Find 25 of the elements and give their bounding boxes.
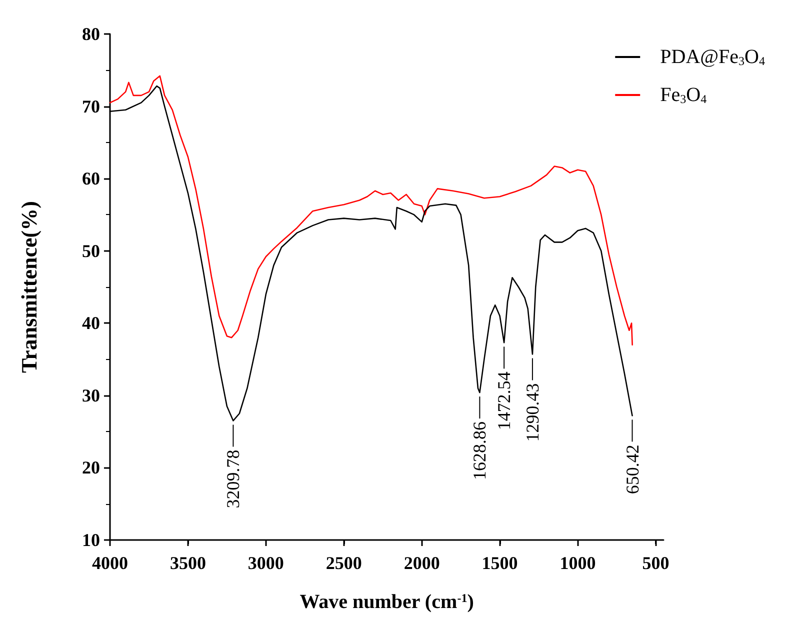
legend-label: PDA@Fe3O4 [660, 46, 765, 68]
annotation: 1628.86 [470, 422, 490, 480]
line-series [109, 75, 633, 346]
x-tick-label: 1500 [482, 553, 518, 573]
x-tick-label: 500 [642, 553, 670, 573]
annotation: 650.42 [622, 444, 642, 494]
annotation: 3209.78 [223, 450, 244, 508]
y-tick-label: 50 [82, 240, 100, 261]
y-axis-title: Transmittence(%) [16, 201, 42, 373]
x-tick-label: 1000 [560, 553, 596, 573]
x-tick-label: 4000 [92, 553, 128, 573]
x-tick-label: 2000 [404, 553, 440, 573]
y-tick-label: 40 [82, 313, 100, 334]
legend-label: Fe3O4 [660, 84, 707, 106]
y-tick-label: 10 [82, 530, 100, 550]
y-tick-label: 60 [82, 168, 100, 189]
annotation: 1290.43 [522, 383, 542, 442]
x-tick-label: 3000 [248, 553, 284, 573]
y-tick-label: 30 [82, 385, 100, 406]
y-tick-label: 80 [82, 24, 100, 44]
x-tick-label: 2500 [326, 553, 362, 573]
y-tick-label: 20 [82, 458, 100, 478]
y-tick-label: 70 [82, 96, 100, 116]
annotation: 1472.54 [494, 372, 514, 430]
x-tick-label: 3500 [170, 553, 206, 573]
